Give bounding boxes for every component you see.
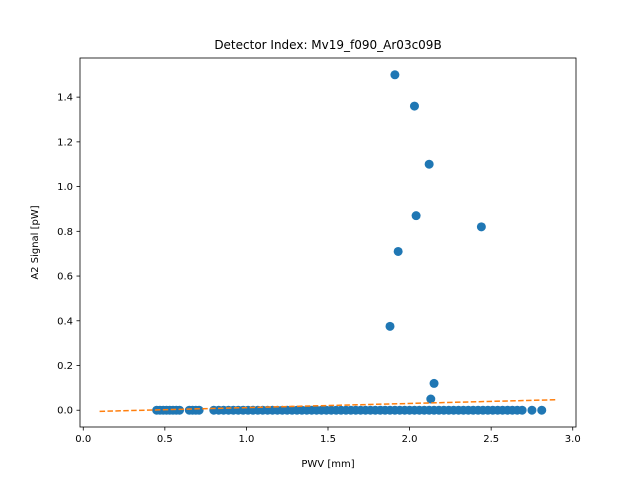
x-tick-label: 2.5 — [483, 434, 499, 445]
data-point-79 — [409, 101, 419, 111]
x-tick-label: 0.5 — [157, 434, 173, 445]
data-point-86 — [426, 394, 436, 404]
data-point-75 — [517, 405, 527, 415]
data-point-81 — [411, 211, 421, 221]
y-tick-label: 0.8 — [57, 227, 73, 238]
data-point-83 — [393, 246, 403, 256]
x-axis-ticks: 0.0 0.5 1.0 1.5 2.0 2.5 3.0 — [75, 427, 581, 445]
y-tick-label: 1.0 — [57, 182, 73, 193]
data-point-78 — [390, 70, 400, 80]
data-point-80 — [424, 159, 434, 169]
y-axis-ticks: 0.0 0.2 0.4 0.6 0.8 1.0 1.2 1.4 — [57, 93, 80, 417]
x-tick-label: 0.0 — [75, 434, 91, 445]
y-tick-label: 0.0 — [57, 406, 73, 417]
x-tick-label: 1.0 — [238, 434, 254, 445]
data-point-7 — [175, 405, 185, 415]
chart-title: Detector Index: Mv19_f090_Ar03c09B — [214, 38, 441, 52]
x-tick-label: 1.5 — [320, 434, 336, 445]
data-point-11 — [194, 405, 204, 415]
data-point-77 — [537, 405, 547, 415]
y-tick-label: 1.2 — [57, 137, 73, 148]
y-axis-label: A2 Signal [pW] — [30, 205, 41, 279]
fit-line — [99, 398, 557, 413]
x-tick-label: 2.0 — [402, 434, 418, 445]
data-point-82 — [476, 222, 486, 232]
data-point-84 — [385, 321, 395, 331]
y-tick-label: 1.4 — [57, 93, 73, 104]
y-tick-label: 0.6 — [57, 272, 73, 283]
data-point-76 — [527, 405, 537, 415]
x-axis-label: PWV [mm] — [301, 459, 354, 470]
y-tick-label: 0.4 — [57, 316, 73, 327]
fit-layer — [99, 398, 557, 413]
data-point-85 — [429, 378, 439, 388]
y-tick-label: 0.2 — [57, 361, 73, 372]
x-tick-label: 3.0 — [565, 434, 581, 445]
